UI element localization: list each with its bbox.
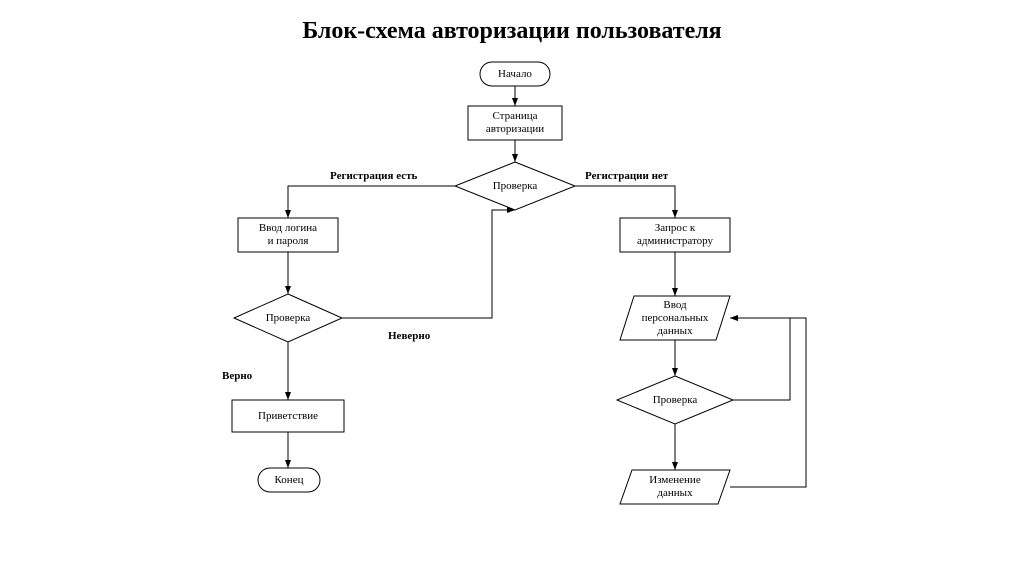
node-label: Приветствие: [232, 400, 344, 432]
node-label: Проверка: [234, 294, 342, 342]
node-label: Начало: [480, 62, 550, 86]
node-label: Вводперсональныхданных: [620, 296, 730, 340]
edge-label: Регистрации нет: [585, 170, 668, 182]
node-label: Конец: [258, 468, 320, 492]
edge-check1-login: [288, 186, 455, 218]
node-label: Проверка: [455, 162, 575, 210]
edge-check1-askadmin: [575, 186, 675, 218]
edge-editdata-persdata: [730, 318, 806, 487]
edge-check3-persdata: [730, 318, 790, 400]
node-label: Запрос кадминистратору: [620, 218, 730, 252]
node-label: Страницаавторизации: [468, 106, 562, 140]
edge-label: Верно: [222, 370, 252, 382]
node-label: Изменениеданных: [620, 470, 730, 504]
node-label: Ввод логинаи пароля: [238, 218, 338, 252]
edge-label: Регистрация есть: [330, 170, 417, 182]
flowchart-canvas: [0, 0, 1024, 576]
edge-label: Неверно: [388, 330, 430, 342]
node-label: Проверка: [617, 376, 733, 424]
edge-check2-check1: [342, 210, 515, 318]
